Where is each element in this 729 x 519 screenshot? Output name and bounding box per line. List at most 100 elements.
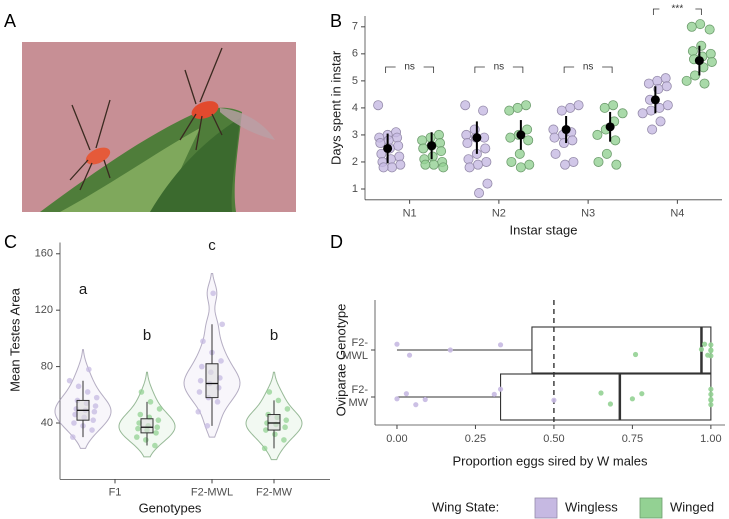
data-point	[395, 159, 406, 170]
legend-label: Wingless	[565, 499, 618, 514]
data-point	[196, 389, 203, 395]
data-point	[548, 124, 559, 135]
significance-label: ns	[494, 62, 505, 73]
data-point	[92, 403, 99, 409]
data-point	[413, 402, 419, 408]
data-point	[646, 105, 657, 116]
data-point	[153, 430, 159, 436]
data-point	[607, 401, 614, 407]
data-point	[695, 19, 706, 30]
data-point	[701, 341, 708, 347]
data-point	[523, 135, 534, 146]
data-point	[375, 138, 386, 149]
data-point	[428, 159, 439, 170]
group-letter: a	[79, 281, 88, 298]
significance-bracket	[385, 66, 435, 73]
data-point	[521, 100, 532, 111]
box	[267, 414, 281, 431]
data-point	[461, 129, 472, 140]
data-point	[567, 135, 578, 146]
x-tick-label: N2	[492, 208, 506, 220]
data-point	[394, 396, 400, 402]
data-point	[708, 348, 714, 354]
data-point	[425, 132, 436, 143]
y-tick-label: 40	[41, 417, 53, 429]
x-tick-label: 1.00	[700, 433, 721, 445]
data-point	[655, 116, 666, 127]
data-point	[195, 408, 202, 415]
data-point	[282, 424, 288, 431]
y-tick-label: 7	[352, 21, 358, 33]
data-point	[464, 162, 475, 173]
data-point	[219, 321, 226, 328]
y-tick-label: 2	[352, 156, 358, 168]
data-point	[420, 159, 431, 170]
data-point	[463, 154, 474, 165]
data-point	[93, 394, 100, 401]
data-point	[435, 138, 446, 149]
data-point	[497, 342, 504, 348]
data-point	[383, 135, 394, 146]
data-point	[629, 396, 635, 402]
data-point	[568, 156, 579, 167]
data-point	[436, 146, 447, 157]
data-point	[558, 138, 569, 149]
data-point	[378, 162, 389, 173]
data-point	[218, 358, 224, 364]
data-point	[652, 75, 663, 86]
mean-point	[472, 133, 482, 143]
data-point	[86, 366, 92, 373]
y-tick-label: F2-MW	[348, 384, 368, 409]
y-axis-title: Mean Testes Area	[7, 287, 22, 392]
mean-point	[650, 95, 660, 105]
data-point	[91, 408, 98, 415]
x-tick-label: 0.75	[622, 433, 643, 445]
x-tick-label: N3	[581, 208, 595, 220]
data-point	[71, 420, 77, 426]
data-point	[556, 105, 567, 116]
mean-point	[516, 130, 526, 140]
panel-label: C	[4, 232, 17, 252]
y-tick-label: 1	[352, 183, 358, 195]
data-point	[281, 437, 287, 443]
data-point	[598, 390, 604, 396]
data-point	[504, 105, 515, 116]
x-axis-title: Genotypes	[139, 500, 202, 515]
group-letter: b	[143, 327, 151, 344]
data-point	[197, 377, 204, 384]
significance-bracket	[563, 66, 613, 73]
data-point	[418, 143, 429, 154]
data-point	[708, 342, 714, 348]
data-point	[704, 24, 715, 35]
significance-bracket	[474, 66, 524, 73]
data-point	[608, 100, 619, 111]
data-point	[438, 162, 449, 173]
panel-label: B	[330, 11, 342, 31]
x-tick-label: F2-MW	[256, 486, 293, 498]
data-point	[698, 346, 705, 352]
data-point	[261, 445, 268, 452]
data-point	[75, 383, 82, 390]
significance-label: ns	[404, 62, 415, 73]
data-point	[699, 78, 710, 89]
y-tick-label: 5	[352, 75, 358, 87]
data-point	[611, 159, 622, 170]
data-point	[154, 424, 161, 431]
data-point	[427, 151, 438, 162]
data-point	[639, 391, 645, 397]
data-point	[204, 423, 211, 429]
data-point	[472, 159, 483, 170]
data-point	[705, 48, 716, 59]
data-point	[573, 100, 584, 111]
data-point	[601, 148, 612, 159]
data-point	[394, 151, 405, 162]
data-point	[66, 377, 73, 384]
y-tick-label: 80	[41, 360, 53, 372]
y-tick-label: 160	[35, 248, 53, 260]
box	[140, 418, 154, 434]
significance-label: ns	[583, 62, 594, 73]
data-point	[214, 399, 221, 405]
y-tick-label: 120	[35, 304, 53, 316]
data-point	[462, 138, 473, 149]
